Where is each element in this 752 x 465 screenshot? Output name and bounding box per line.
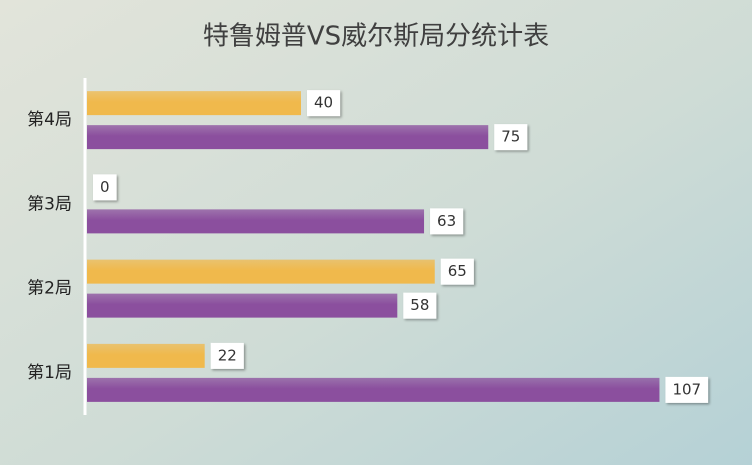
bar	[87, 259, 435, 284]
data-label-box	[494, 124, 528, 151]
bar	[87, 91, 301, 116]
bar	[87, 377, 660, 402]
y-tick-label: 第3局	[27, 194, 72, 214]
data-label-box	[93, 174, 117, 201]
data-label: 65	[448, 262, 467, 280]
data-label: 40	[314, 94, 333, 112]
data-label: 0	[100, 178, 110, 196]
data-label-box	[430, 208, 464, 235]
chart-title: 特鲁姆普VS威尔斯局分统计表	[203, 22, 549, 52]
y-tick-label: 第1局	[27, 363, 72, 383]
data-label-box	[307, 90, 341, 117]
bar	[87, 125, 489, 150]
data-label-box	[403, 292, 437, 319]
y-tick-label: 第4局	[27, 110, 72, 130]
data-label: 63	[437, 212, 456, 230]
data-label-box	[665, 376, 709, 403]
data-label: 107	[672, 380, 701, 398]
bar	[87, 293, 398, 318]
y-tick-label: 第2局	[27, 279, 72, 299]
data-label-box	[210, 342, 244, 369]
data-label: 58	[410, 296, 429, 314]
data-label: 22	[218, 346, 237, 364]
bar	[87, 209, 425, 234]
data-label: 75	[501, 128, 520, 146]
bar	[87, 343, 205, 368]
data-label-box	[440, 258, 474, 285]
